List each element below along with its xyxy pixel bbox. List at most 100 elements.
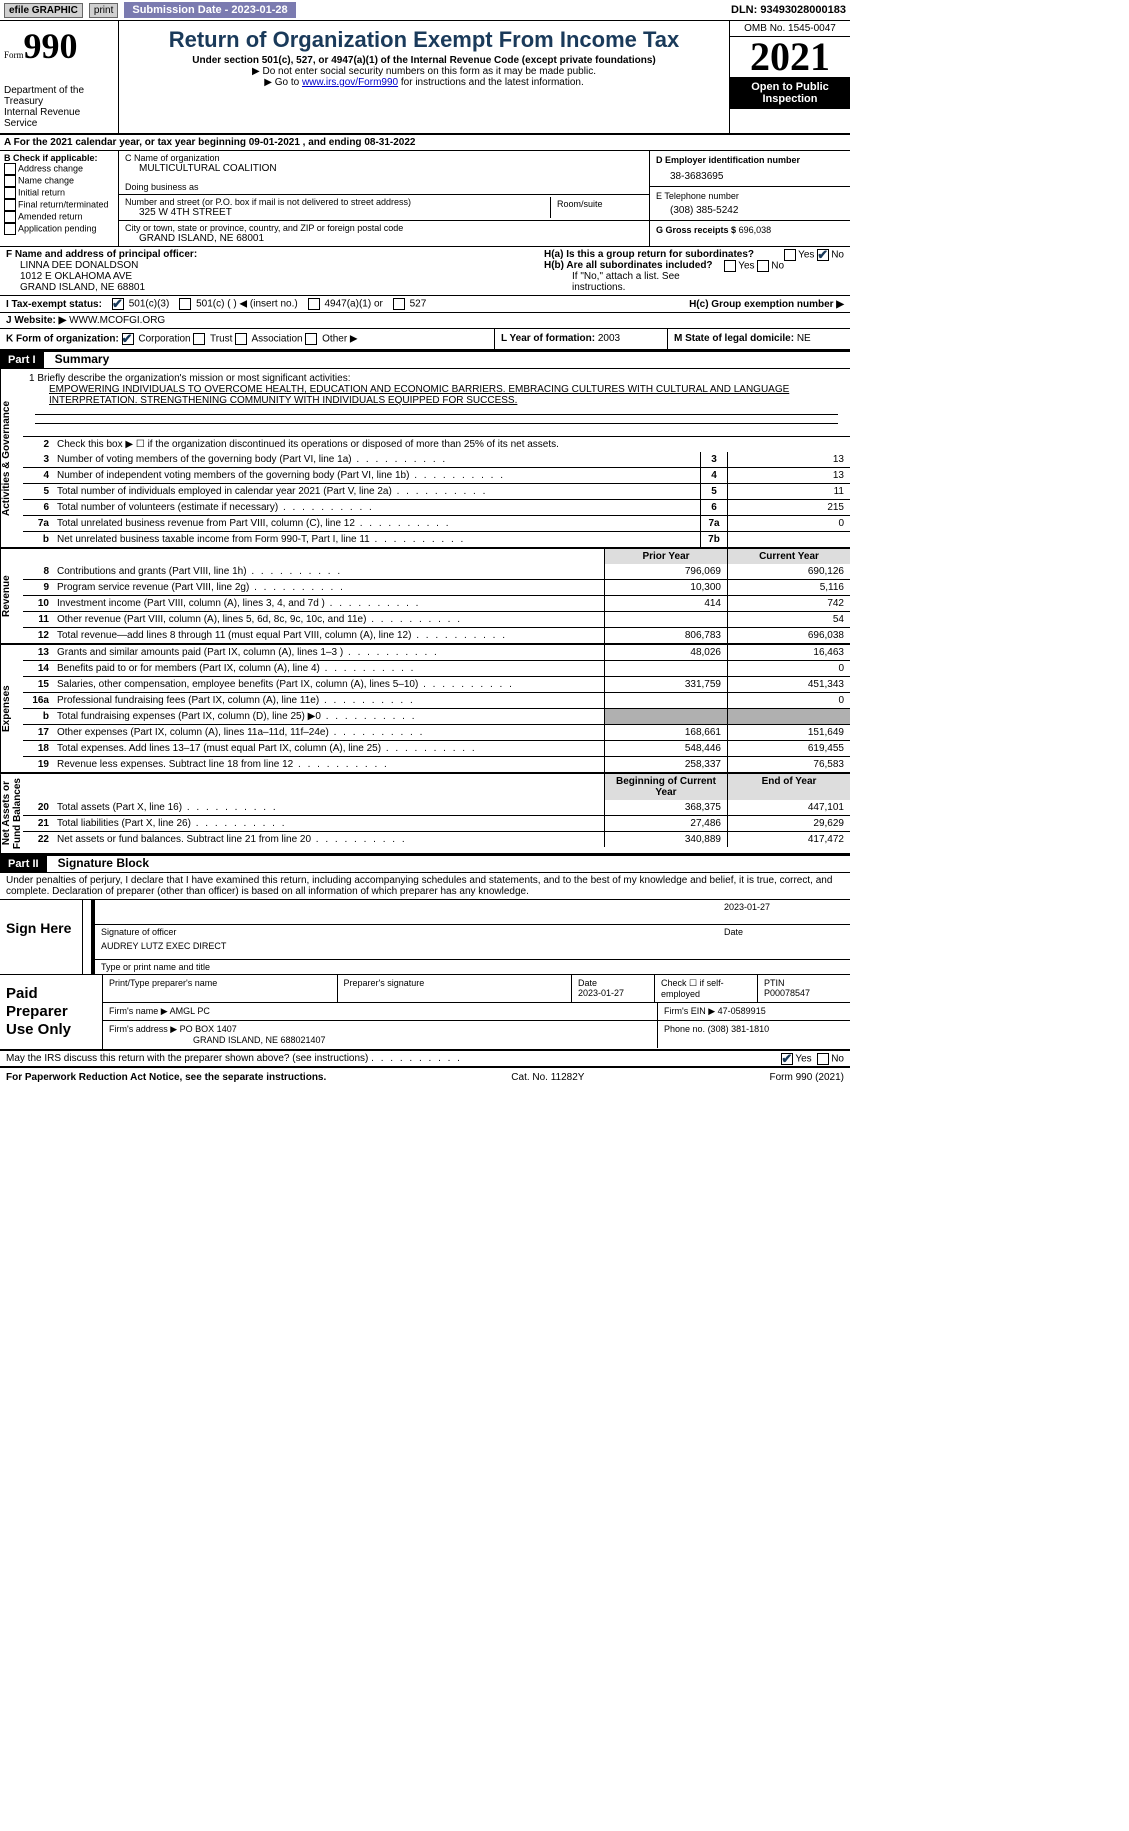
cb-name-change[interactable] — [4, 175, 16, 187]
cb-amended[interactable] — [4, 211, 16, 223]
tax-year: 2021 — [730, 37, 850, 77]
line-21: 21 Total liabilities (Part X, line 26) 2… — [23, 815, 850, 831]
line-19: 19 Revenue less expenses. Subtract line … — [23, 756, 850, 772]
line-11: 11 Other revenue (Part VIII, column (A),… — [23, 611, 850, 627]
mission-q: 1 Briefly describe the organization's mi… — [29, 373, 844, 384]
cb-501c3[interactable] — [112, 298, 124, 310]
sig-date: 2023-01-27 — [724, 902, 844, 922]
ssn-warning: ▶ Do not enter social security numbers o… — [127, 66, 721, 77]
phone-value: (308) 385-5242 — [656, 205, 844, 216]
hc-label: H(c) Group exemption number ▶ — [689, 299, 844, 310]
summary-expenses: Expenses 13 Grants and similar amounts p… — [0, 645, 850, 774]
ha-row: H(a) Is this a group return for subordin… — [544, 249, 844, 260]
street-label: Number and street (or P.O. box if mail i… — [125, 197, 550, 207]
submission-date: Submission Date - 2023-01-28 — [124, 2, 295, 18]
col-b-checkboxes: B Check if applicable: Address change Na… — [0, 151, 119, 246]
mission-block: 1 Briefly describe the organization's mi… — [23, 369, 850, 437]
cb-corp[interactable] — [122, 333, 134, 345]
sig-name-label: Type or print name and title — [101, 962, 844, 972]
prep-name-label: Print/Type preparer's name — [103, 975, 338, 1002]
website-label: J Website: ▶ — [6, 315, 66, 326]
firm-ein: 47-0589915 — [718, 1006, 766, 1016]
prep-self-emp: Check ☐ if self-employed — [655, 975, 758, 1002]
cb-address-change[interactable] — [4, 163, 16, 175]
perjury-decl: Under penalties of perjury, I declare th… — [0, 873, 850, 899]
cb-ha-no[interactable] — [817, 249, 829, 261]
print-button[interactable]: print — [89, 3, 118, 18]
efile-badge: efile GRAPHIC — [4, 3, 83, 18]
cb-501c[interactable] — [179, 298, 191, 310]
may-irs-discuss: May the IRS discuss this return with the… — [0, 1051, 850, 1067]
hdr-prior: Prior Year — [604, 549, 727, 564]
tax-status-label: I Tax-exempt status: — [6, 299, 102, 310]
sig-name: AUDREY LUTZ EXEC DIRECT — [101, 941, 844, 957]
cb-trust[interactable] — [193, 333, 205, 345]
part1-title: Summary — [47, 352, 110, 366]
line-15: 15 Salaries, other compensation, employe… — [23, 676, 850, 692]
paid-preparer-block: Paid Preparer Use Only Print/Type prepar… — [0, 975, 850, 1051]
cb-ha-yes[interactable] — [784, 249, 796, 261]
line-b: b Total fundraising expenses (Part IX, c… — [23, 708, 850, 724]
year-formation-label: L Year of formation: — [501, 333, 595, 344]
firm-phone: (308) 381-1810 — [708, 1024, 770, 1034]
irs-link[interactable]: www.irs.gov/Form990 — [302, 77, 398, 88]
open-to-public: Open to Public Inspection — [730, 77, 850, 109]
firm-name: AMGL PC — [170, 1006, 210, 1016]
instructions-link-row: ▶ Go to www.irs.gov/Form990 for instruct… — [127, 77, 721, 88]
prep-date: 2023-01-27 — [578, 988, 624, 998]
firm-name-label: Firm's name ▶ — [109, 1006, 168, 1016]
cb-irs-no[interactable] — [817, 1053, 829, 1065]
summary-revenue: Revenue Prior Year Current Year 8 Contri… — [0, 549, 850, 645]
hb-note: If "No," attach a list. See instructions… — [544, 271, 844, 293]
paperwork-notice: For Paperwork Reduction Act Notice, see … — [6, 1072, 326, 1083]
cb-527[interactable] — [393, 298, 405, 310]
sign-here-label: Sign Here — [0, 900, 83, 974]
gross-label: G Gross receipts $ — [656, 225, 736, 235]
officer-label: F Name and address of principal officer: — [6, 249, 532, 260]
ein-label: D Employer identification number — [656, 155, 844, 165]
vtab-expenses: Expenses — [0, 645, 23, 772]
col-b-title: B Check if applicable: — [4, 153, 114, 163]
form-label: Form — [4, 50, 24, 60]
hdr-current: Current Year — [727, 549, 850, 564]
line-b: b Net unrelated business taxable income … — [23, 531, 850, 547]
dln-number: DLN: 93493028000183 — [731, 4, 846, 16]
firm-addr2: GRAND ISLAND, NE 688021407 — [109, 1035, 326, 1045]
line-16a: 16a Professional fundraising fees (Part … — [23, 692, 850, 708]
line-9: 9 Program service revenue (Part VIII, li… — [23, 579, 850, 595]
mission-text: EMPOWERING INDIVIDUALS TO OVERCOME HEALT… — [29, 384, 844, 406]
form-subtitle: Under section 501(c), 527, or 4947(a)(1)… — [127, 55, 721, 66]
city-label: City or town, state or province, country… — [125, 223, 643, 233]
top-toolbar: efile GRAPHIC print Submission Date - 20… — [0, 0, 850, 21]
line-20: 20 Total assets (Part X, line 16) 368,37… — [23, 800, 850, 815]
cb-pending[interactable] — [4, 223, 16, 235]
dept-treasury: Department of the Treasury — [4, 85, 114, 107]
cb-assoc[interactable] — [235, 333, 247, 345]
line-8: 8 Contributions and grants (Part VIII, l… — [23, 564, 850, 579]
sig-officer-label: Signature of officer — [101, 927, 724, 937]
line-3: 3 Number of voting members of the govern… — [23, 452, 850, 467]
irs-label: Internal Revenue Service — [4, 107, 114, 129]
cb-other[interactable] — [305, 333, 317, 345]
website-value: WWW.MCOFGI.ORG — [69, 315, 165, 326]
hdr-boy: Beginning of Current Year — [604, 774, 727, 800]
dba-label: Doing business as — [125, 182, 643, 192]
section-j: J Website: ▶ WWW.MCOFGI.ORG — [0, 313, 850, 329]
cb-initial-return[interactable] — [4, 187, 16, 199]
city-value: GRAND ISLAND, NE 68001 — [125, 233, 643, 244]
hb-row: H(b) Are all subordinates included? Yes … — [544, 260, 844, 271]
line-10: 10 Investment income (Part VIII, column … — [23, 595, 850, 611]
section-bcd: B Check if applicable: Address change Na… — [0, 151, 850, 247]
vtab-revenue: Revenue — [0, 549, 23, 643]
cb-hb-yes[interactable] — [724, 260, 736, 272]
form-header: Form990 Department of the Treasury Inter… — [0, 21, 850, 135]
firm-addr-label: Firm's address ▶ — [109, 1024, 177, 1034]
section-i: I Tax-exempt status: 501(c)(3) 501(c) ( … — [0, 296, 850, 313]
cb-final-return[interactable] — [4, 199, 16, 211]
cb-hb-no[interactable] — [757, 260, 769, 272]
officer-name: LINNA DEE DONALDSON — [6, 260, 532, 271]
cb-4947[interactable] — [308, 298, 320, 310]
part1-header: Part I Summary — [0, 351, 850, 369]
cb-irs-yes[interactable] — [781, 1053, 793, 1065]
ein-value: 38-3683695 — [656, 171, 844, 182]
